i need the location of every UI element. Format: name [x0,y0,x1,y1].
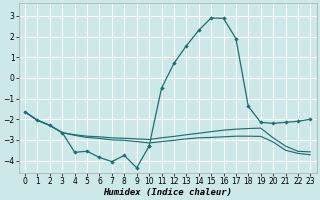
X-axis label: Humidex (Indice chaleur): Humidex (Indice chaleur) [103,188,232,197]
